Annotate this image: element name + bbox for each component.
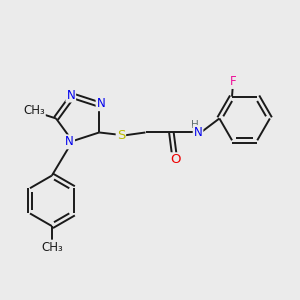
Text: CH₃: CH₃ [41,241,63,254]
Text: N: N [194,126,203,139]
Text: O: O [170,153,181,166]
Text: N: N [66,88,75,102]
Text: H: H [191,120,199,130]
Text: N: N [97,97,105,110]
Text: N: N [65,135,74,148]
Text: S: S [117,129,125,142]
Text: CH₃: CH₃ [23,104,45,117]
Text: F: F [230,75,236,88]
